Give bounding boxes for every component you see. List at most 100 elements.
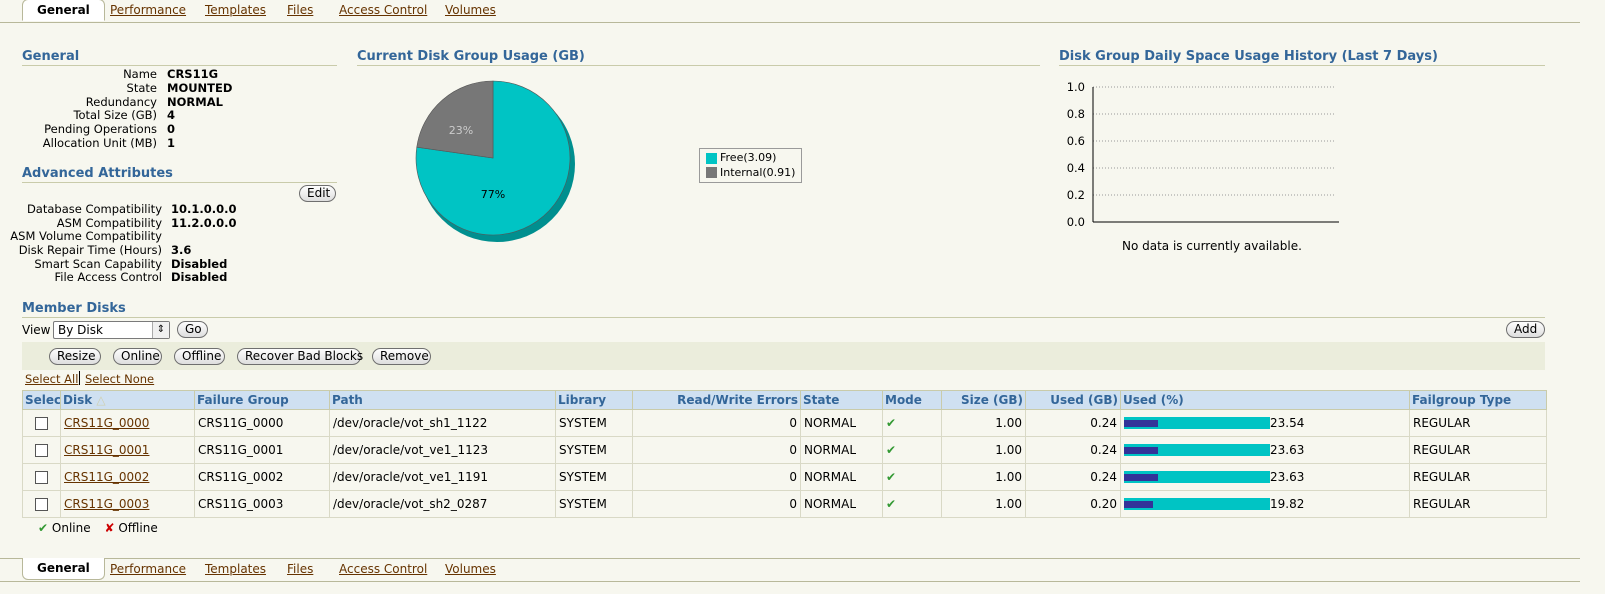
failgroup-type-cell: REGULAR — [1409, 490, 1547, 518]
tab-volumes[interactable]: Volumes — [445, 562, 496, 576]
col-mode[interactable]: Mode — [882, 390, 942, 410]
usage-chart-title: Current Disk Group Usage (GB) — [357, 49, 585, 64]
col-disk[interactable]: Disk △ — [60, 390, 195, 410]
col-path[interactable]: Path — [329, 390, 556, 410]
col-select: Select — [22, 390, 61, 410]
state-cell: NORMAL — [800, 490, 883, 518]
db-compat-label: Database Compatibility — [26, 202, 162, 216]
file-access-control-value: Disabled — [171, 270, 228, 284]
tab-performance[interactable]: Performance — [110, 3, 187, 17]
tab-templates[interactable]: Templates — [205, 3, 267, 17]
disk-repair-time-value: 3.6 — [171, 243, 192, 257]
col-disk-label: Disk — [63, 393, 93, 407]
view-label: View — [22, 323, 51, 337]
member-disks-title: Member Disks — [22, 301, 126, 316]
col-size[interactable]: Size (GB) — [941, 390, 1026, 410]
row-checkbox[interactable] — [35, 498, 48, 511]
disk-link[interactable]: CRS11G_0000 — [64, 416, 150, 430]
history-chart-title: Disk Group Daily Space Usage History (La… — [1059, 49, 1438, 64]
row-checkbox[interactable] — [35, 471, 48, 484]
member-disks-table: Select Disk △ Failure Group Path Library… — [22, 390, 1547, 518]
online-check-icon: ✔ — [38, 521, 49, 535]
redundancy-value: NORMAL — [167, 95, 223, 109]
failgroup-type-cell: REGULAR — [1409, 436, 1547, 464]
add-button[interactable]: Add — [1506, 321, 1545, 338]
tab-general[interactable]: General — [22, 558, 105, 580]
select-none-link[interactable]: Select None — [85, 372, 155, 386]
name-label: Name — [123, 67, 157, 81]
row-checkbox[interactable] — [35, 444, 48, 457]
tab-general[interactable]: General — [22, 0, 105, 21]
col-failgroup-type[interactable]: Failgroup Type — [1409, 390, 1547, 410]
go-button[interactable]: Go — [177, 321, 208, 338]
resize-button[interactable]: Resize — [49, 348, 101, 365]
pending-operations-value: 0 — [167, 122, 176, 136]
offline-button[interactable]: Offline — [174, 348, 225, 365]
select-arrows-icon: ⇕ — [152, 322, 169, 338]
used-pct-cell: 19.82 — [1120, 490, 1410, 518]
col-read-write-errors[interactable]: Read/Write Errors — [632, 390, 801, 410]
library-cell: SYSTEM — [555, 409, 633, 437]
disk-link[interactable]: CRS11G_0002 — [64, 470, 150, 484]
col-library[interactable]: Library — [555, 390, 633, 410]
tab-files[interactable]: Files — [287, 562, 314, 576]
general-section-rule — [22, 65, 337, 66]
asm-compat-value: 11.2.0.0.0 — [171, 216, 237, 230]
state-cell: NORMAL — [800, 409, 883, 437]
tab-access-control[interactable]: Access Control — [339, 3, 428, 17]
used-pct-value: 19.82 — [1270, 497, 1305, 512]
view-select-value: By Disk — [58, 323, 103, 337]
col-failure-group[interactable]: Failure Group — [194, 390, 330, 410]
row-checkbox[interactable] — [35, 417, 48, 430]
disk-cell: CRS11G_0000 — [60, 409, 195, 437]
total-size-label: Total Size (GB) — [73, 108, 157, 122]
path-cell: /dev/oracle/vot_ve1_1191 — [329, 463, 556, 491]
remove-button[interactable]: Remove — [372, 348, 431, 365]
tab-templates[interactable]: Templates — [205, 562, 267, 576]
col-state[interactable]: State — [800, 390, 883, 410]
library-cell: SYSTEM — [555, 463, 633, 491]
used-cell: 0.20 — [1025, 490, 1121, 518]
tab-performance[interactable]: Performance — [110, 562, 187, 576]
library-cell: SYSTEM — [555, 436, 633, 464]
recover-bad-blocks-button[interactable]: Recover Bad Blocks — [237, 348, 363, 365]
online-button[interactable]: Online — [113, 348, 162, 365]
disk-cell: CRS11G_0001 — [60, 436, 195, 464]
advanced-section-title: Advanced Attributes — [22, 166, 173, 181]
col-used[interactable]: Used (GB) — [1025, 390, 1121, 410]
row-select-cell — [22, 490, 61, 518]
total-size-value: 4 — [167, 108, 176, 122]
edit-button[interactable]: Edit — [299, 185, 336, 202]
online-check-icon: ✔ — [886, 497, 897, 511]
pie-free-pct-label: 77% — [481, 188, 505, 201]
mode-legend: ✔ Online ✘ Offline — [38, 521, 158, 535]
errors-cell: 0 — [632, 436, 801, 464]
y-tick-0-0: 0.0 — [1066, 215, 1085, 229]
used-pct-bar-fill — [1124, 501, 1153, 509]
tab-files[interactable]: Files — [287, 3, 314, 17]
used-pct-bar — [1124, 498, 1270, 511]
legend-internal-label: Internal(0.91) — [720, 166, 796, 179]
smart-scan-value: Disabled — [171, 257, 228, 271]
select-all-link[interactable]: Select All — [25, 372, 79, 386]
top-tab-bar: General Performance Templates Files Acce… — [0, 0, 1580, 23]
tab-access-control[interactable]: Access Control — [339, 562, 428, 576]
table-header-row: Select Disk △ Failure Group Path Library… — [22, 390, 1547, 410]
legend-internal-swatch — [706, 167, 717, 178]
col-used-pct[interactable]: Used (%) — [1120, 390, 1410, 410]
general-section-title: General — [22, 49, 80, 64]
view-select[interactable]: By Disk ⇕ — [53, 321, 170, 339]
disk-cell: CRS11G_0002 — [60, 463, 195, 491]
size-cell: 1.00 — [941, 463, 1026, 491]
member-disks-rule — [22, 317, 1545, 318]
mode-cell: ✔ — [882, 490, 942, 518]
errors-cell: 0 — [632, 490, 801, 518]
library-cell: SYSTEM — [555, 490, 633, 518]
errors-cell: 0 — [632, 463, 801, 491]
used-pct-cell: 23.63 — [1120, 436, 1410, 464]
tab-volumes[interactable]: Volumes — [445, 3, 496, 17]
disk-link[interactable]: CRS11G_0001 — [64, 443, 150, 457]
used-cell: 0.24 — [1025, 436, 1121, 464]
disk-link[interactable]: CRS11G_0003 — [64, 497, 150, 511]
state-label: State — [126, 81, 157, 95]
